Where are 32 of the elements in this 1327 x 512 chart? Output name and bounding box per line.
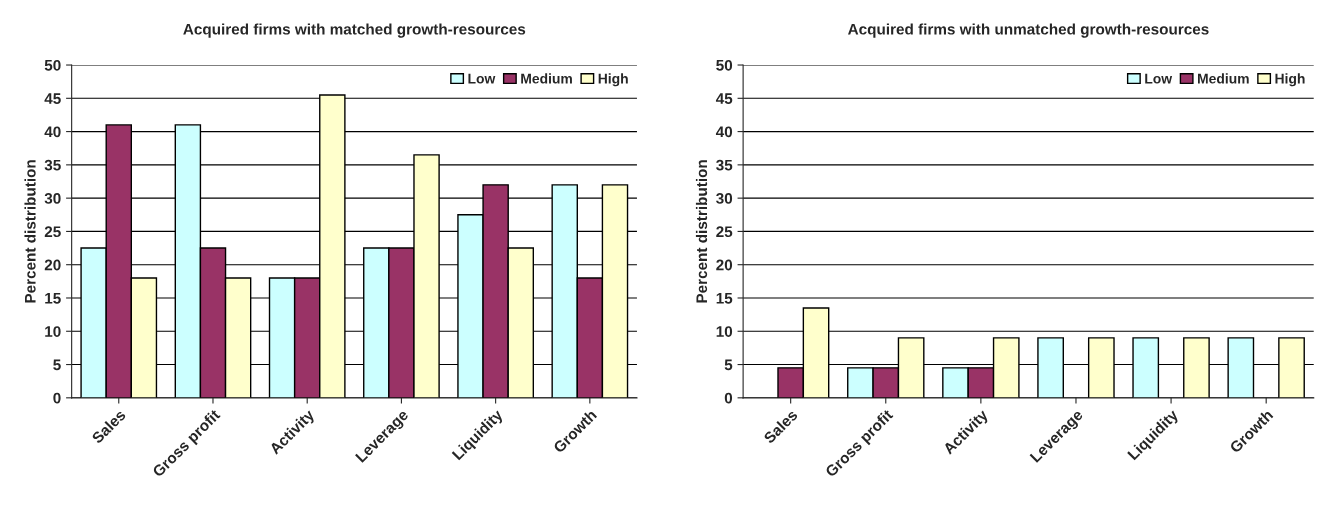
y-tick-label: 35 [44,159,61,171]
legend-label: Medium [521,73,572,84]
y-tick-label: 5 [724,359,733,371]
chart-title: Acquired firms with matched growth-resources [183,23,526,38]
y-axis-title: Percent distribution [695,160,708,303]
y-tick-label: 50 [716,59,733,71]
y-tick-label: 0 [53,392,61,404]
y-tick-label: 10 [716,326,733,337]
legend-label: High [1275,73,1305,87]
legend-label: Low [468,73,496,84]
y-tick-label: 25 [44,226,61,238]
y-tick-label: 20 [716,259,733,271]
y-tick-label: 20 [44,259,61,271]
y-tick-label: 40 [715,126,733,138]
y-tick-label: 30 [716,193,733,204]
y-tick-label: 30 [44,193,61,204]
y-tick-label: 25 [716,226,733,238]
legend-label: Low [1145,73,1173,84]
y-tick-label: 0 [724,392,733,404]
y-tick-label: 35 [716,159,733,171]
y-tick-label: 50 [44,59,61,71]
chart-title: Acquired firms with unmatched growth-resources [848,23,1209,38]
y-tick-label: 10 [45,326,61,337]
y-tick-label: 15 [716,293,733,304]
y-tick-label: 40 [44,126,61,138]
y-tick-label: 45 [715,93,733,104]
legend-label: High [598,73,628,87]
y-tick-label: 5 [53,359,61,371]
y-tick-label: 45 [44,93,61,104]
legend-label: Medium [1198,73,1249,84]
y-tick-label: 15 [45,293,61,304]
y-axis-title: Percent distribution [24,160,36,303]
